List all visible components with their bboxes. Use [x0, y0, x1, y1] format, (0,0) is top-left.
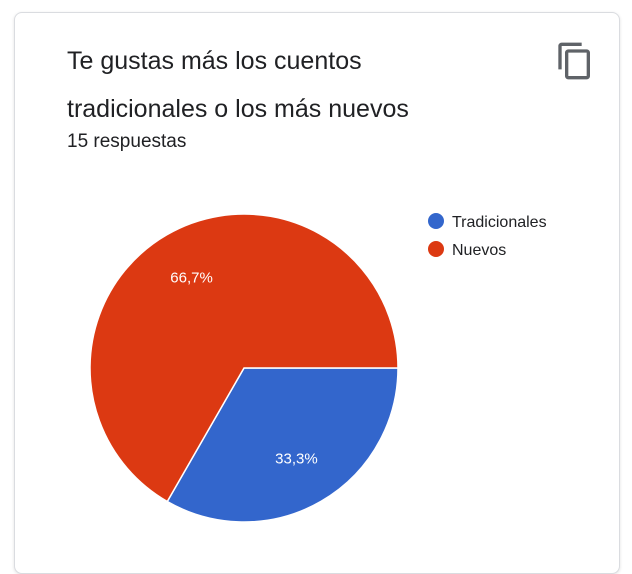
copy-icon: [558, 42, 590, 80]
pie-chart: 33,3% 66,7% Tradicionales Nuevos: [89, 213, 547, 523]
slice-label-nuevos: 66,7%: [170, 269, 213, 286]
legend-marker-tradicionales: [428, 213, 444, 229]
chart-card: Te gustas más los cuentos tradicionales …: [14, 12, 620, 574]
pie-slice-tradicionales[interactable]: [166, 367, 399, 523]
copy-chart-button[interactable]: [555, 41, 595, 81]
pie-slice-nuevos[interactable]: [89, 213, 399, 503]
legend-label-nuevos[interactable]: Nuevos: [452, 242, 506, 259]
legend-marker-nuevos: [428, 241, 444, 257]
question-title: Te gustas más los cuentos tradicionales …: [67, 47, 409, 123]
response-count: 15 respuestas: [67, 131, 187, 152]
slice-label-tradicionales: 33,3%: [275, 451, 318, 468]
legend-label-tradicionales[interactable]: Tradicionales: [452, 214, 547, 231]
